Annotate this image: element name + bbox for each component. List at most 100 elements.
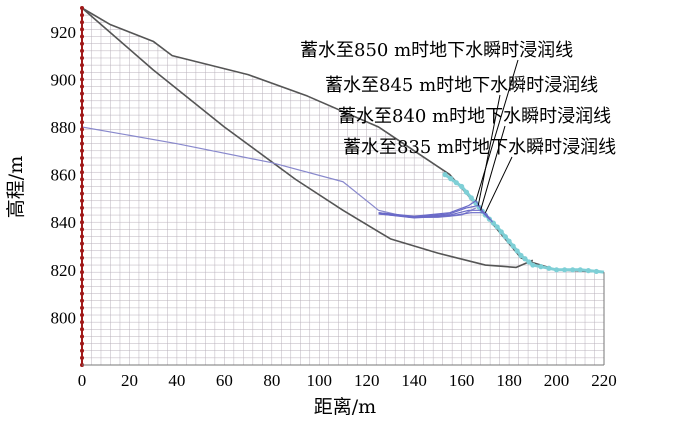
boundary-node xyxy=(80,120,84,125)
boundary-node xyxy=(80,148,84,153)
boundary-node xyxy=(80,13,84,18)
x-tick-label: 100 xyxy=(307,371,333,390)
series-line-slip-surface xyxy=(81,7,534,269)
y-tick-label: 900 xyxy=(51,70,77,89)
boundary-node xyxy=(80,98,84,103)
boundary-node xyxy=(80,284,84,289)
y-tick-label: 860 xyxy=(51,166,77,185)
boundary-node xyxy=(80,327,84,332)
x-tick-label: 160 xyxy=(449,371,475,390)
boundary-node xyxy=(80,191,84,196)
water-node xyxy=(530,262,536,268)
boundary-node xyxy=(80,134,84,139)
x-tick-label: 80 xyxy=(263,371,280,390)
boundary-node xyxy=(80,334,84,339)
annotation-label: 蓄水至840 m时地下水瞬时浸润线 xyxy=(338,106,611,127)
water-node xyxy=(553,267,560,273)
boundary-node xyxy=(80,55,84,60)
boundary-node xyxy=(80,163,84,168)
water-node xyxy=(448,176,454,182)
boundary-node xyxy=(80,263,84,268)
boundary-node xyxy=(80,70,84,75)
boundary-node xyxy=(80,355,84,360)
annotation-label: 蓄水至845 m时地下水瞬时浸润线 xyxy=(325,75,598,96)
boundary-node xyxy=(80,41,84,46)
axes xyxy=(80,6,605,367)
boundary-node xyxy=(80,105,84,110)
annotation-leader xyxy=(480,125,506,211)
x-tick-label: 140 xyxy=(401,371,427,390)
water-node xyxy=(518,252,524,259)
boundary-node xyxy=(80,77,84,82)
annotation-leader xyxy=(475,59,519,201)
water-node xyxy=(546,265,552,271)
x-tick-label: 180 xyxy=(496,371,522,390)
annotation-label: 蓄水至850 m时地下水瞬时浸润线 xyxy=(300,40,573,61)
water-node xyxy=(502,234,508,240)
y-tick-label: 840 xyxy=(51,213,77,232)
boundary-node xyxy=(80,155,84,160)
annotation-leader xyxy=(477,94,501,206)
boundary-node xyxy=(80,20,84,25)
boundary-node xyxy=(80,84,84,89)
boundary-node xyxy=(80,177,84,182)
boundary-node xyxy=(80,313,84,318)
boundary-node xyxy=(80,6,84,10)
water-node xyxy=(442,172,448,178)
water-node xyxy=(459,183,465,190)
boundary-node xyxy=(80,234,84,239)
water-node xyxy=(562,267,568,273)
boundary-node xyxy=(80,127,84,132)
series-lines xyxy=(81,7,605,275)
x-tick-label: 120 xyxy=(354,371,380,390)
x-tick-label: 60 xyxy=(216,371,233,390)
series-line-seepage-4 xyxy=(378,200,486,217)
mesh-grid xyxy=(82,8,604,365)
boundary-node xyxy=(80,184,84,189)
annotation-label: 蓄水至835 m时地下水瞬时浸润线 xyxy=(343,137,616,158)
water-node xyxy=(593,268,600,275)
boundary-node xyxy=(80,113,84,118)
water-node xyxy=(577,267,583,273)
boundary-node xyxy=(80,255,84,260)
boundary-node xyxy=(80,348,84,353)
water-node xyxy=(510,243,516,249)
x-tick-label: 20 xyxy=(121,371,138,390)
boundary-node xyxy=(80,34,84,39)
boundary-node xyxy=(80,170,84,175)
boundary-node xyxy=(80,241,84,246)
water-node xyxy=(506,238,512,244)
x-tick-label: 0 xyxy=(78,371,87,390)
boundary-node xyxy=(80,341,84,346)
water-node xyxy=(526,259,532,265)
series-line-seepage-7 xyxy=(378,212,493,223)
boundary-node xyxy=(80,141,84,146)
y-axis-label: 高程/m xyxy=(5,156,27,218)
tick-labels: 0 20 40 60 80 100 120 140 160 180 200 220 800 820 840 8… xyxy=(51,23,617,390)
boundary-node xyxy=(80,277,84,282)
water-node xyxy=(538,264,544,270)
water-node xyxy=(585,268,591,274)
water-node xyxy=(494,224,500,230)
water-node xyxy=(514,248,520,254)
x-axis-label: 距离/m xyxy=(314,396,376,418)
x-tick-label: 200 xyxy=(544,371,570,390)
boundary-node xyxy=(80,205,84,210)
x-tick-label: 220 xyxy=(591,371,617,390)
y-tick-label: 820 xyxy=(51,261,77,280)
boundary-node xyxy=(80,27,84,32)
water-node xyxy=(463,189,470,195)
water-node xyxy=(570,267,576,273)
boundary-node xyxy=(80,305,84,310)
boundary-node xyxy=(80,220,84,225)
boundary-node xyxy=(80,270,84,275)
water-node xyxy=(468,195,474,201)
water-node xyxy=(498,229,504,235)
y-tick-label: 800 xyxy=(51,308,77,327)
water-node xyxy=(522,256,528,262)
boundary-node xyxy=(80,63,84,68)
boundary-node xyxy=(80,248,84,253)
boundary-node xyxy=(80,227,84,232)
boundary-node xyxy=(80,198,84,203)
